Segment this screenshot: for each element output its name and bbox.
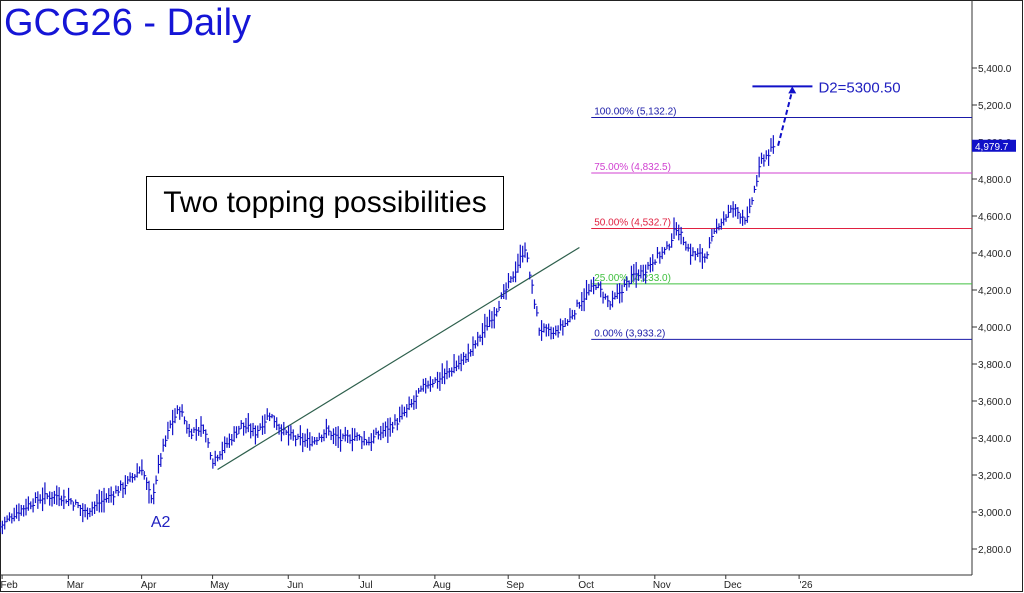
y-tick-label: 4,800.0: [978, 175, 1012, 186]
chart-title: GCG26 - Daily: [4, 2, 252, 44]
last-price-label: 4,979.7: [975, 142, 1009, 153]
y-tick-label: 4,600.0: [978, 212, 1012, 223]
annotation-box: Two topping possibilities: [146, 176, 504, 230]
x-tick-label: May: [210, 580, 229, 591]
x-tick-label: Dec: [724, 580, 742, 591]
y-tick-label: 2,800.0: [978, 545, 1012, 556]
x-tick-label: Oct: [578, 580, 594, 591]
y-tick-label: 4,400.0: [978, 249, 1012, 260]
x-tick-label: '26: [800, 580, 813, 591]
projection-arrow-head: [788, 86, 797, 94]
x-tick-label: Feb: [0, 580, 18, 591]
fib-level-label: 0.00% (3,933.2): [594, 328, 665, 339]
y-tick-label: 4,200.0: [978, 286, 1012, 297]
projection-arrow: [777, 90, 794, 146]
y-tick-label: 3,600.0: [978, 397, 1012, 408]
fib-level-label: 100.00% (5,132.2): [594, 107, 676, 118]
y-tick-label: 3,400.0: [978, 434, 1012, 445]
x-tick-label: Aug: [433, 580, 451, 591]
x-tick-label: Jun: [287, 580, 303, 591]
y-tick-label: 4,000.0: [978, 323, 1012, 334]
y-tick-label: 5,200.0: [978, 101, 1012, 112]
x-tick-label: Nov: [653, 580, 671, 591]
point-label: A2: [151, 514, 171, 531]
x-tick-label: Sep: [506, 580, 524, 591]
fib-level-label: 25.00% (4,233.0): [594, 273, 671, 284]
y-tick-label: 3,000.0: [978, 508, 1012, 519]
x-tick-label: Mar: [67, 580, 85, 591]
fib-level-label: 50.00% (4,532.7): [594, 217, 671, 228]
x-tick-label: Jul: [360, 580, 373, 591]
fib-level-label: 75.00% (4,832.5): [594, 162, 671, 173]
last-price-tag: [972, 139, 1016, 152]
x-tick-label: Apr: [141, 580, 157, 591]
target-label: D2=5300.50: [818, 79, 900, 96]
y-tick-label: 3,200.0: [978, 471, 1012, 482]
y-tick-label: 3,800.0: [978, 360, 1012, 371]
y-tick-label: 5,400.0: [978, 64, 1012, 75]
trendline: [217, 246, 580, 470]
